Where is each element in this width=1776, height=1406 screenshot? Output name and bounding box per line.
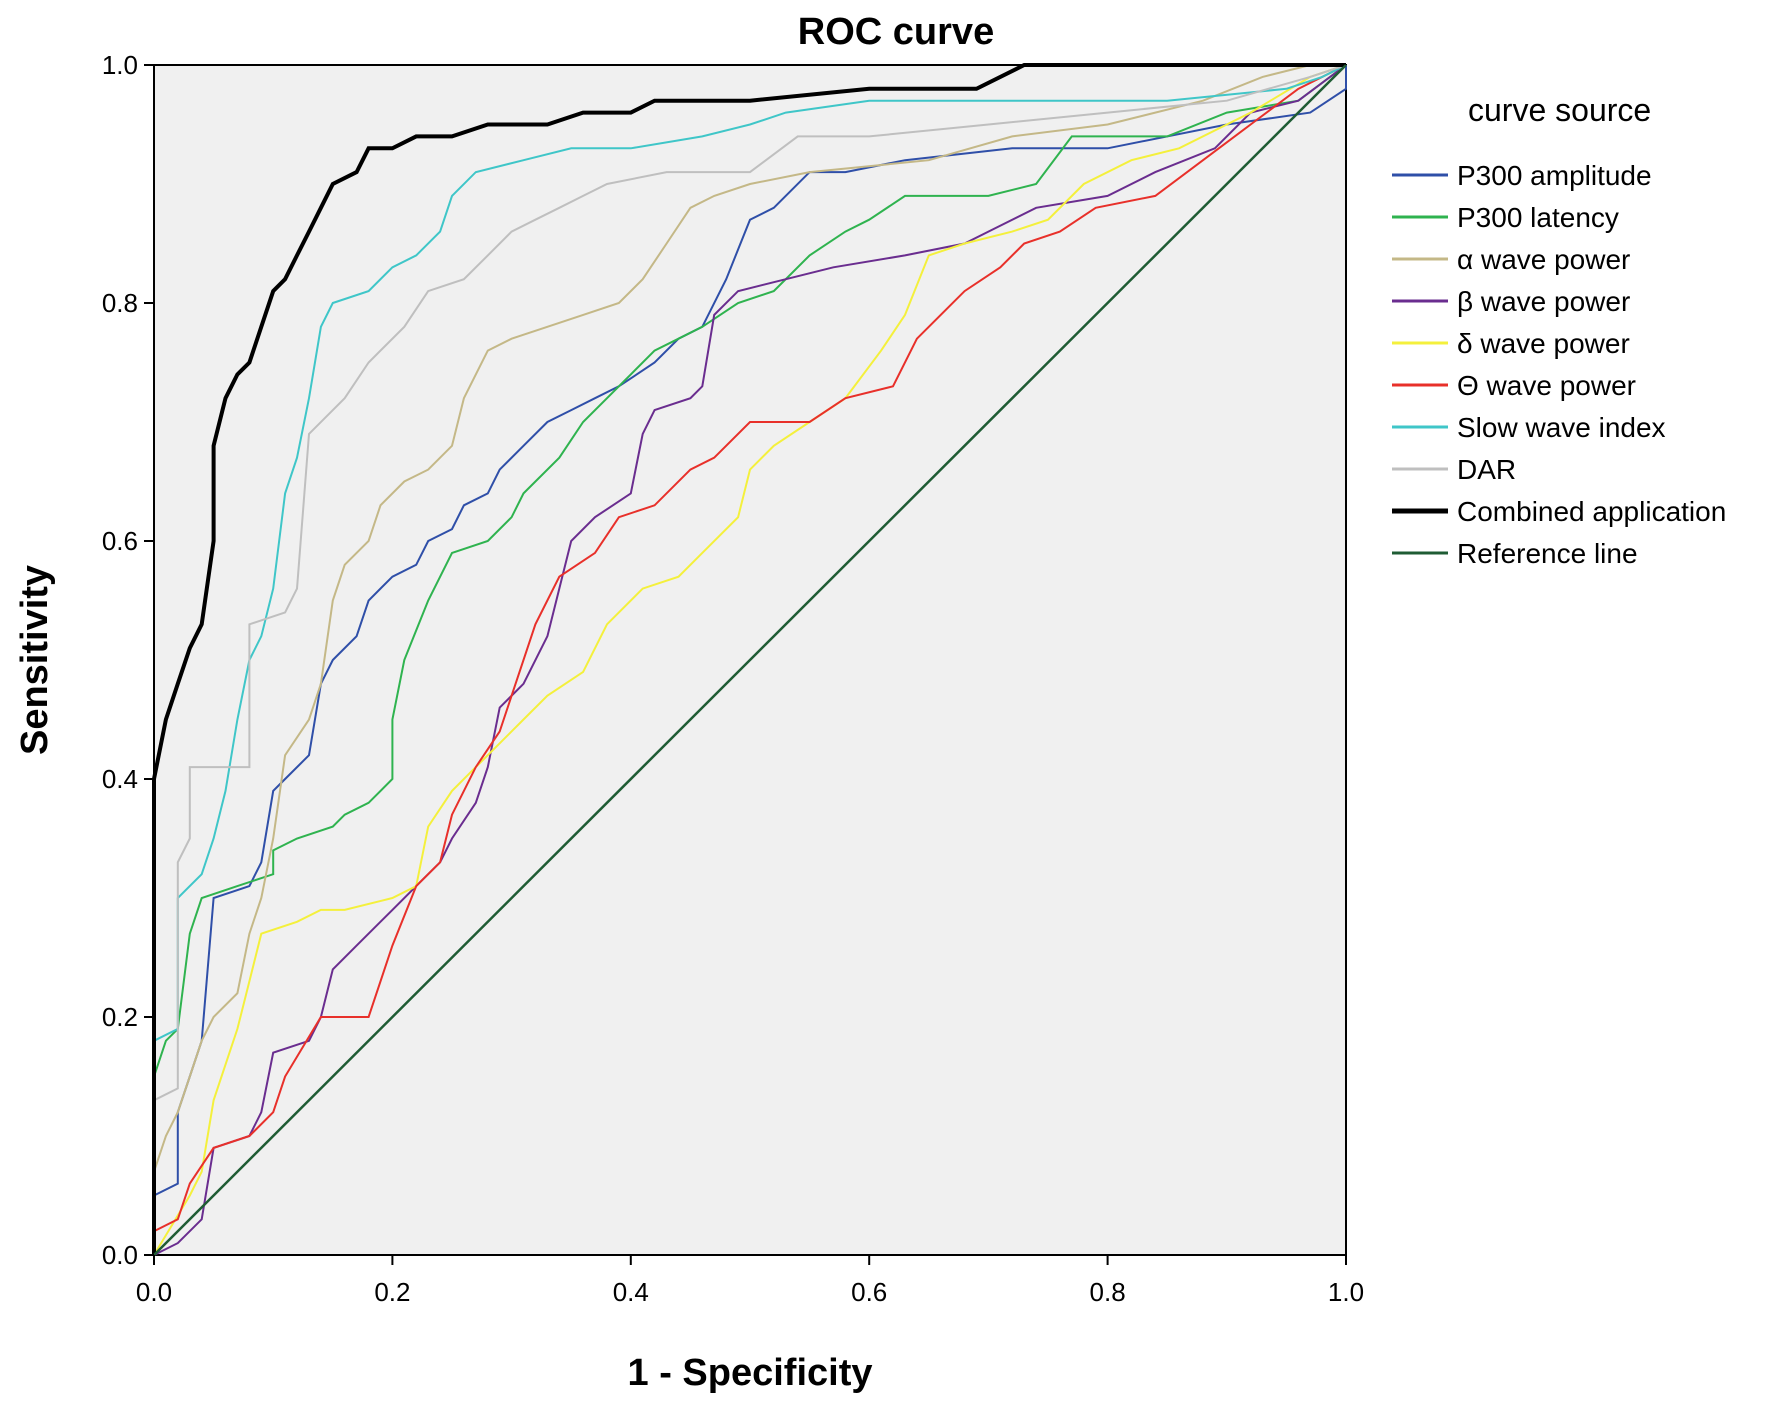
legend-label-7: DAR xyxy=(1457,454,1516,485)
legend-label-4: δ wave power xyxy=(1457,328,1630,359)
legend-label-2: α wave power xyxy=(1457,244,1630,275)
series-line-6 xyxy=(153,64,1347,1255)
x-tick-label: 0.6 xyxy=(851,1277,887,1307)
series-line-2 xyxy=(153,64,1346,1255)
y-tick-label: 0.2 xyxy=(102,1002,138,1032)
x-tick-label: 0.0 xyxy=(136,1277,172,1307)
legend-label-6: Slow wave index xyxy=(1457,412,1666,443)
series-line-3 xyxy=(153,64,1347,1256)
series-line-0 xyxy=(153,65,1347,1255)
series-line-1 xyxy=(153,64,1347,1255)
y-tick-label: 0.8 xyxy=(102,288,138,318)
series-line-4 xyxy=(153,64,1347,1256)
y-tick-label: 0.4 xyxy=(102,764,138,794)
x-tick-label: 0.8 xyxy=(1090,1277,1126,1307)
series-line-5 xyxy=(153,64,1347,1255)
y-tick-label: 0.0 xyxy=(102,1240,138,1270)
legend-label-1: P300 latency xyxy=(1457,202,1619,233)
legend-label-3: β wave power xyxy=(1457,286,1630,317)
legend: curve source P300 amplitude P300 latency α… xyxy=(1392,92,1726,569)
axes-layer: 0.0 0.2 0.4 0.6 0.8 1.0 0.0 0.2 0.4 0.6 0.8 1.0 xyxy=(102,50,1364,1307)
y-axis-title: Sensitivity xyxy=(14,565,56,755)
x-tick-label: 1.0 xyxy=(1328,1277,1364,1307)
legend-label-9: Reference line xyxy=(1457,538,1638,569)
x-tick-label: 0.4 xyxy=(613,1277,649,1307)
x-axis-title: 1 - Specificity xyxy=(628,1352,873,1394)
y-tick-label: 1.0 xyxy=(102,50,138,80)
chart-title: ROC curve xyxy=(798,11,994,53)
legend-label-5: Θ wave power xyxy=(1457,370,1636,401)
series-layer xyxy=(152,63,1347,1256)
legend-label-8: Combined application xyxy=(1457,496,1726,527)
y-tick-label: 0.6 xyxy=(102,526,138,556)
legend-title: curve source xyxy=(1468,92,1651,128)
x-tick-label: 0.2 xyxy=(374,1277,410,1307)
legend-label-0: P300 amplitude xyxy=(1457,160,1652,191)
series-line-7 xyxy=(153,64,1347,1255)
series-line-8 xyxy=(152,63,1346,1255)
series-line-9 xyxy=(153,64,1347,1256)
